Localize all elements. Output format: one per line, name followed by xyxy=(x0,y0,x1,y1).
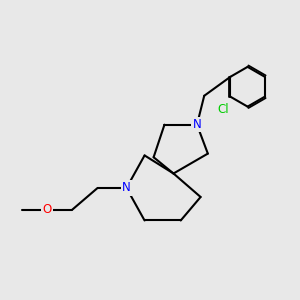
Text: Cl: Cl xyxy=(217,103,229,116)
Text: N: N xyxy=(193,118,201,131)
Text: N: N xyxy=(122,182,131,194)
Text: O: O xyxy=(42,203,52,216)
